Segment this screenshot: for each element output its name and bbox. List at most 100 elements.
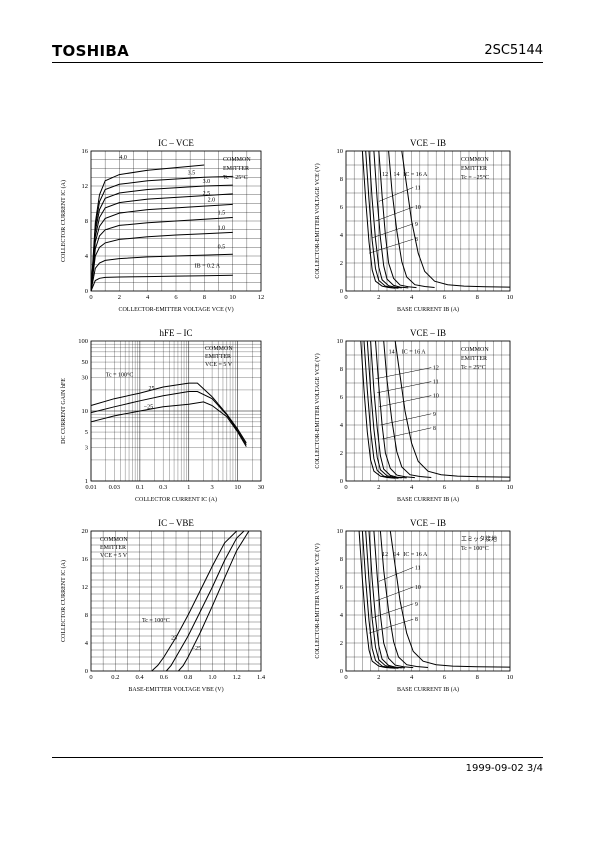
leader-line — [377, 381, 432, 394]
y-tick-label: 8 — [340, 366, 343, 373]
series-line — [178, 530, 250, 672]
y-tick-label: 5 — [85, 429, 88, 436]
condition-note-line: VCE = 5 V — [100, 553, 128, 559]
series-line — [358, 530, 396, 669]
series-line — [365, 530, 402, 669]
condition-note-line: エミッタ接地 — [461, 535, 497, 543]
series-line — [378, 150, 417, 289]
x-tick-label: 4 — [410, 294, 414, 301]
plot-frame — [345, 340, 511, 482]
x-tick-label: 8 — [476, 674, 479, 681]
x-axis-label: COLLECTOR-EMITTER VOLTAGE VCE (V) — [118, 306, 233, 313]
x-tick-label: 4 — [410, 484, 414, 491]
y-axis-label: COLLECTOR CURRENT IC (A) — [60, 560, 67, 642]
series-label: 11 — [433, 380, 439, 386]
x-tick-label: 10 — [507, 484, 514, 491]
series-line — [90, 164, 205, 292]
x-axis-label: COLLECTOR CURRENT IC (A) — [135, 496, 217, 503]
y-tick-label: 2 — [340, 450, 343, 457]
condition-notes: COMMON EMITTER Tc = 25°C — [461, 347, 489, 371]
series-label: 0.5 — [218, 244, 226, 250]
series-line — [90, 193, 233, 292]
x-tick-label: 0.4 — [136, 674, 145, 681]
leader-line — [372, 223, 414, 239]
leader-line — [375, 206, 414, 222]
series-line — [90, 231, 233, 292]
x-tick-label: 0.6 — [160, 674, 169, 681]
leader-line — [380, 413, 432, 426]
series-line — [401, 150, 511, 288]
plot-frame — [90, 340, 262, 482]
x-tick-label: 4 — [410, 674, 414, 681]
x-tick-label: 0 — [89, 294, 92, 301]
leader-line — [368, 238, 414, 254]
x-tick-label: 10 — [229, 294, 236, 301]
series-label: 3.5 — [188, 170, 196, 176]
y-tick-label: 8 — [85, 612, 88, 619]
series-label: 14 — [394, 552, 400, 558]
series-line — [368, 530, 406, 669]
x-tick-label: 10 — [234, 484, 241, 491]
x-tick-label: 0.03 — [109, 484, 120, 491]
y-tick-label: 12 — [82, 584, 89, 591]
grid — [90, 530, 262, 672]
chart-vce-ib-minus25: VCE – IB 0 2 4 6 8 10 0 2 4 6 8 10 BASE CURRENT IB (A… — [314, 138, 514, 313]
y-tick-label: 4 — [340, 232, 344, 239]
plot-frame — [90, 530, 262, 672]
condition-note-line: EMITTER — [461, 356, 487, 362]
chart-hfe-ic: hFE – IC 0.01 0.03 0.1 0.3 1 3 10 30 1 3 5 10 30 50 100… — [61, 328, 264, 503]
condition-note-line: COMMON — [461, 157, 489, 163]
condition-note-line: COMMON — [461, 347, 489, 353]
y-tick-label: 6 — [340, 394, 344, 401]
leader-line — [375, 586, 414, 602]
series-line — [90, 203, 233, 292]
x-tick-label: 1.0 — [208, 674, 216, 681]
y-tick-label: 6 — [340, 584, 344, 591]
x-tick-label: 1.2 — [233, 674, 241, 681]
y-tick-label: 4 — [85, 640, 89, 647]
chart-title: VCE – IB — [410, 328, 446, 338]
series-label: 12 — [433, 366, 439, 372]
series-label: 1.5 — [218, 211, 226, 217]
x-tick-label: 8 — [476, 294, 479, 301]
series-line — [90, 217, 233, 292]
chart-vce-ib-25: VCE – IB 0 2 4 6 8 10 0 2 4 6 8 10 BASE CURRENT IB (A… — [314, 328, 514, 503]
series-label: Tc = 100°C — [106, 372, 134, 379]
x-tick-label: 0.8 — [184, 674, 192, 681]
x-tick-label: 10 — [507, 294, 514, 301]
y-tick-label: 6 — [340, 204, 344, 211]
y-tick-label: 0 — [85, 288, 88, 295]
x-tick-label: 6 — [443, 294, 447, 301]
y-tick-label: 8 — [340, 176, 343, 183]
series-line — [394, 340, 511, 478]
series-line — [90, 253, 233, 292]
x-tick-label: 1 — [187, 484, 190, 491]
x-axis-label: BASE CURRENT IB (A) — [397, 686, 459, 693]
y-tick-label: 16 — [82, 148, 89, 155]
y-tick-label: 8 — [85, 218, 88, 225]
series-label: 25 — [149, 386, 155, 392]
y-axis-label: COLLECTOR CURRENT IC (A) — [60, 180, 67, 262]
y-tick-label: 16 — [82, 556, 89, 563]
chart-title: IC – VCE — [158, 138, 194, 148]
series-line — [90, 274, 233, 292]
x-tick-label: 2 — [118, 294, 121, 301]
leader-line — [375, 367, 432, 380]
series-line — [90, 175, 233, 292]
series-label: 8 — [415, 617, 418, 623]
condition-note-line: COMMON — [205, 346, 233, 352]
y-tick-label: 1 — [85, 478, 88, 485]
series-line — [90, 391, 247, 445]
x-tick-label: 10 — [507, 674, 514, 681]
y-tick-label: 10 — [82, 408, 89, 415]
series-label: 9 — [415, 602, 418, 608]
series-label: IC = 16 A — [403, 552, 428, 558]
x-axis-label: BASE-EMITTER VOLTAGE VBE (V) — [128, 686, 223, 693]
series-line — [90, 184, 233, 292]
condition-note-line: EMITTER — [223, 166, 249, 172]
x-tick-label: 0 — [344, 484, 347, 491]
y-tick-label: 20 — [82, 528, 89, 535]
chart-title: VCE – IB — [410, 138, 446, 148]
condition-note-line: Tc = 25°C — [461, 364, 486, 371]
series-line — [388, 150, 435, 288]
